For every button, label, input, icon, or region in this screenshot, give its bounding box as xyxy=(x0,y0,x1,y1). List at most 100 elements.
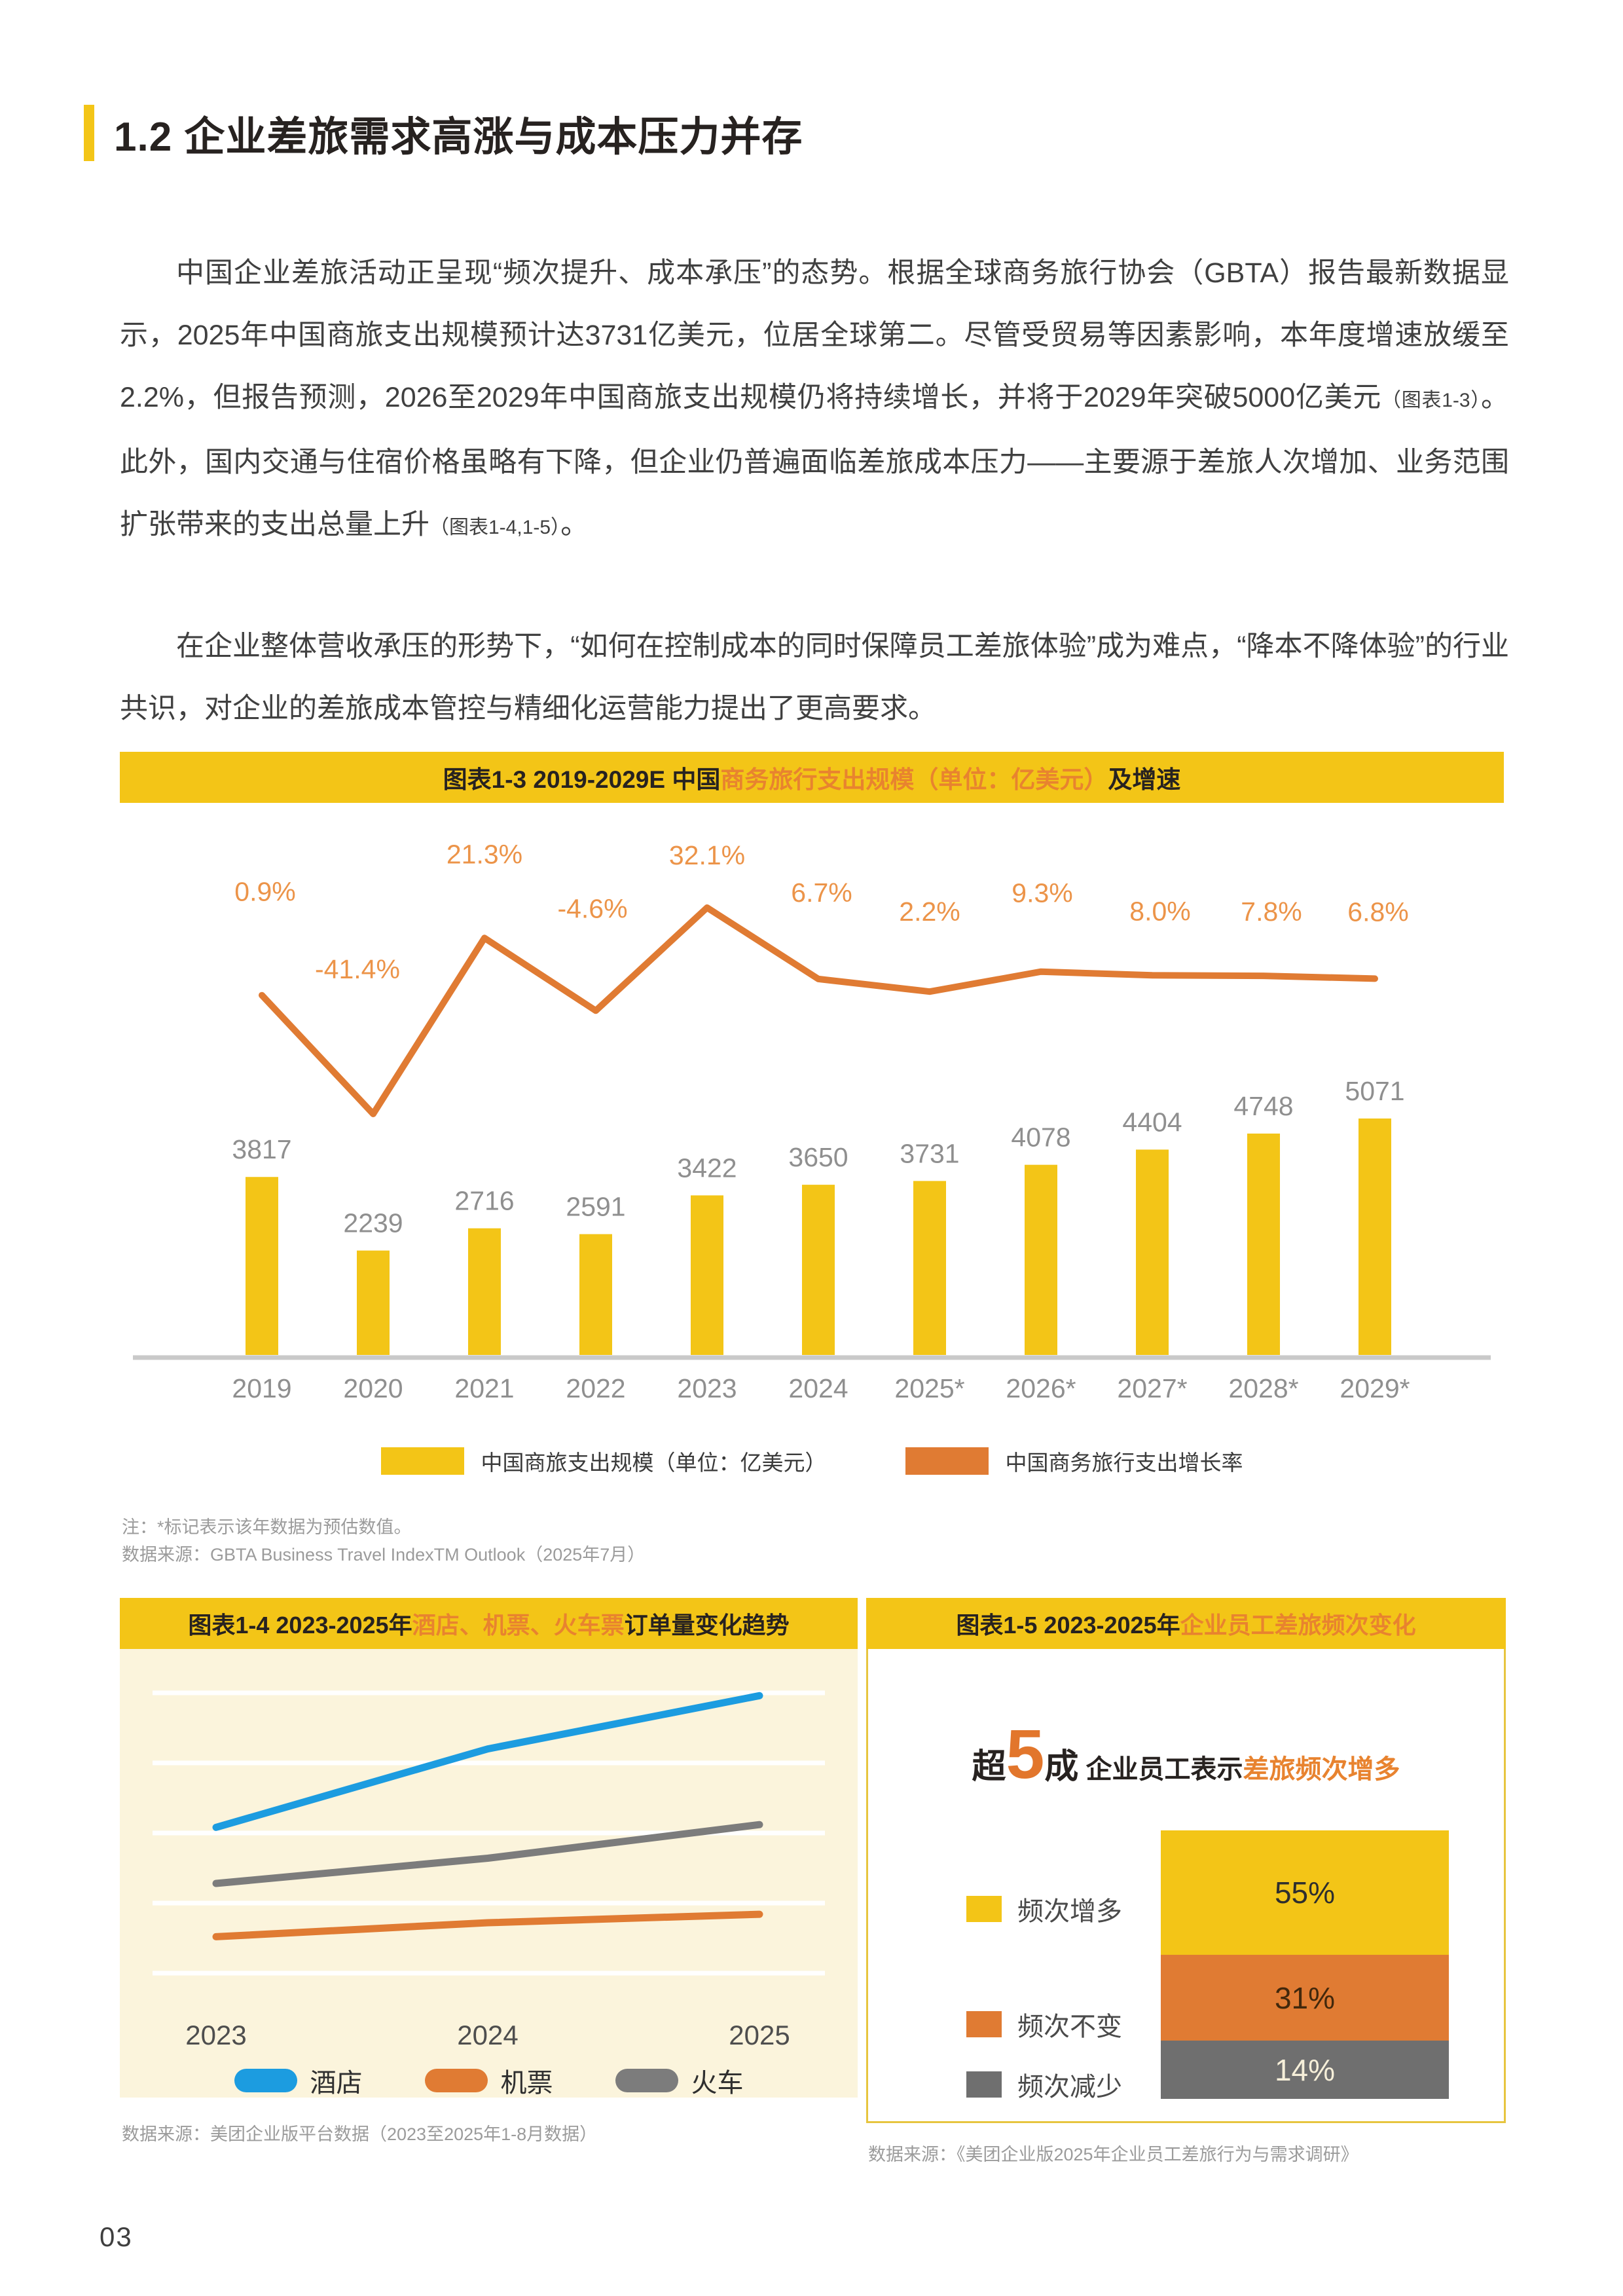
spend-bar xyxy=(579,1234,612,1355)
category-label: 2027* xyxy=(1117,1373,1187,1403)
legend-label: 中国商务旅行支出增长率 xyxy=(1005,1451,1243,1475)
spend-bar xyxy=(802,1185,835,1355)
paragraph-1-text-3: 。 xyxy=(560,509,589,540)
growth-pct-label: 6.7% xyxy=(791,878,852,908)
bar-value-label: 4748 xyxy=(1233,1091,1293,1121)
bar-value-label: 2239 xyxy=(343,1208,403,1238)
growth-pct-label: -41.4% xyxy=(315,954,400,984)
segment-percentage-label: 14% xyxy=(1274,2052,1336,2087)
legend-swatch xyxy=(966,2011,1002,2038)
chart14-x-axis: 2023 2024 2025 xyxy=(120,2020,858,2052)
spend-bar xyxy=(357,1250,390,1355)
bar-value-label: 3422 xyxy=(677,1153,737,1183)
chart13-svg: 3817 2019 2239 2020 2716 2021 2591 2022 3422 2023… xyxy=(133,839,1491,1403)
spend-bar xyxy=(691,1195,723,1355)
spend-bar xyxy=(246,1177,278,1355)
growth-line xyxy=(259,904,1378,1117)
legend-swatch xyxy=(615,2069,678,2092)
chart14-title-prefix: 图表1-4 2023-2025年 xyxy=(188,1612,412,1639)
legend-label: 火车 xyxy=(691,2069,744,2098)
legend-item: 频次减少 xyxy=(966,2065,1122,2103)
series-line xyxy=(212,1910,763,1940)
chart14-svg xyxy=(153,1690,825,1976)
chart13-title-highlight: 商务旅行支出规模（单位：亿美元） xyxy=(720,766,1108,793)
x-axis-label: 2023 xyxy=(185,2020,247,2050)
spend-bar xyxy=(1025,1164,1057,1355)
chart15-title-prefix: 图表1-5 2023-2025年 xyxy=(956,1612,1180,1639)
growth-pct-label: 32.1% xyxy=(669,840,745,870)
legend-item: 中国商旅支出规模（单位：亿美元） xyxy=(380,1445,827,1477)
legend-label: 中国商旅支出规模（单位：亿美元） xyxy=(481,1451,827,1475)
bar-value-label: 2716 xyxy=(454,1186,514,1216)
paragraph-1-text: 中国企业差旅活动正呈现“频次提升、成本承压”的态势。根据全球商务旅行协会（GBT… xyxy=(120,257,1509,413)
bar-value-label: 3650 xyxy=(788,1142,848,1172)
chart15-panel: 图表1-5 2023-2025年 企业员工差旅频次变化 超5成 企业员工表示差旅… xyxy=(866,1598,1506,2123)
headline-mid: 企业员工表示 xyxy=(1078,1755,1243,1784)
headline-highlight: 差旅频次增多 xyxy=(1243,1755,1400,1784)
chart14-panel: 图表1-4 2023-2025年 酒店、机票、火车票 订单量变化趋势 2023 20… xyxy=(120,1598,858,2099)
spend-bar xyxy=(913,1181,946,1355)
chart13-body: 3817 2019 2239 2020 2716 2021 2591 2022 3422 2023… xyxy=(120,803,1504,1500)
category-label: 2019 xyxy=(232,1373,291,1403)
chart13-title-prefix: 图表1-3 2019-2029E 中国 xyxy=(443,766,721,793)
spend-bar xyxy=(468,1228,501,1355)
legend-item: 频次增多 xyxy=(966,1890,1122,1928)
bar-value-label: 3817 xyxy=(232,1134,291,1164)
legend-item: 机票 xyxy=(424,2062,553,2100)
category-label: 2024 xyxy=(788,1373,848,1403)
chart-reference-2: （图表1-4,1-5） xyxy=(429,517,561,538)
chart14-source: 数据来源：美团企业版平台数据（2023至2025年1-8月数据） xyxy=(122,2124,598,2144)
growth-pct-label: 0.9% xyxy=(234,877,295,907)
spend-bar xyxy=(1136,1149,1169,1355)
paragraph-1-text-2: 。此外，国内交通与住宿价格虽略有下降，但企业仍普遍面临差旅成本压力——主要源于差… xyxy=(120,382,1509,540)
x-axis-label: 2024 xyxy=(457,2020,519,2050)
legend-label: 频次不变 xyxy=(1017,2012,1122,2042)
segment-percentage-label: 31% xyxy=(1274,1980,1336,2015)
legend-swatch xyxy=(424,2069,488,2092)
series-line xyxy=(212,1692,763,1831)
legend-item: 火车 xyxy=(615,2062,744,2100)
chart13-title-suffix: 及增速 xyxy=(1108,766,1181,793)
chart15-header: 图表1-5 2023-2025年 企业员工差旅频次变化 xyxy=(866,1598,1506,1649)
legend-item: 频次不变 xyxy=(966,2005,1122,2043)
chart15-headline: 超5成 企业员工表示差旅频次增多 xyxy=(868,1715,1504,1794)
chart-reference: （图表1-3） xyxy=(1381,390,1481,411)
segment-percentage-label: 55% xyxy=(1274,1876,1336,1910)
growth-pct-label: 8.0% xyxy=(1129,896,1190,926)
headline-unit: 成 xyxy=(1044,1748,1079,1786)
growth-pct-label: 21.3% xyxy=(447,839,522,869)
legend-label: 频次增多 xyxy=(1017,1897,1122,1926)
chart14-header: 图表1-4 2023-2025年 酒店、机票、火车票 订单量变化趋势 xyxy=(120,1598,858,1649)
bar-value-label: 2591 xyxy=(566,1192,625,1222)
category-label: 2020 xyxy=(343,1373,403,1403)
bar-value-label: 4404 xyxy=(1122,1107,1182,1137)
stacked-segment: 31% xyxy=(1161,1955,1449,2041)
category-label: 2028* xyxy=(1228,1373,1298,1403)
growth-pct-label: 6.8% xyxy=(1347,897,1408,927)
legend-item: 酒店 xyxy=(234,2062,363,2100)
legend-item: 中国商务旅行支出增长率 xyxy=(905,1445,1243,1477)
legend-swatch xyxy=(966,2071,1002,2098)
chart15-stacked-bar: 55% 31% 14% xyxy=(1161,1830,1449,2099)
legend-swatch xyxy=(966,1895,1002,1922)
page-number: 03 xyxy=(100,2221,133,2252)
category-label: 2029* xyxy=(1340,1373,1410,1403)
chart14-legend: 酒店 机票 火车 xyxy=(120,2062,858,2100)
category-label: 2023 xyxy=(677,1373,737,1403)
chart14-body: 2023 2024 2025 酒店 机票 火车 xyxy=(120,1649,858,2098)
headline-big-number: 5 xyxy=(1006,1716,1045,1793)
chart13-panel: 图表1-3 2019-2029E 中国 商务旅行支出规模（单位：亿美元） 及增速 3… xyxy=(120,752,1504,1500)
title-accent-bar xyxy=(84,105,94,161)
chart13-header: 图表1-3 2019-2029E 中国 商务旅行支出规模（单位：亿美元） 及增速 xyxy=(120,752,1504,803)
bar-value-label: 5071 xyxy=(1345,1076,1404,1106)
growth-pct-label: -4.6% xyxy=(557,893,627,923)
growth-pct-label: 2.2% xyxy=(899,897,960,927)
chart15-source: 数据来源：《美团企业版2025年企业员工差旅行为与需求调研》 xyxy=(868,2145,1359,2164)
legend-swatch xyxy=(380,1447,464,1475)
chart13-source: 数据来源：GBTA Business Travel IndexTM Outloo… xyxy=(122,1545,646,1565)
stacked-segment: 55% xyxy=(1161,1830,1449,1955)
category-label: 2022 xyxy=(566,1373,625,1403)
bar-value-label: 4078 xyxy=(1011,1122,1070,1153)
section-header: 1.2 企业差旅需求高涨与成本压力并存 xyxy=(84,103,803,162)
